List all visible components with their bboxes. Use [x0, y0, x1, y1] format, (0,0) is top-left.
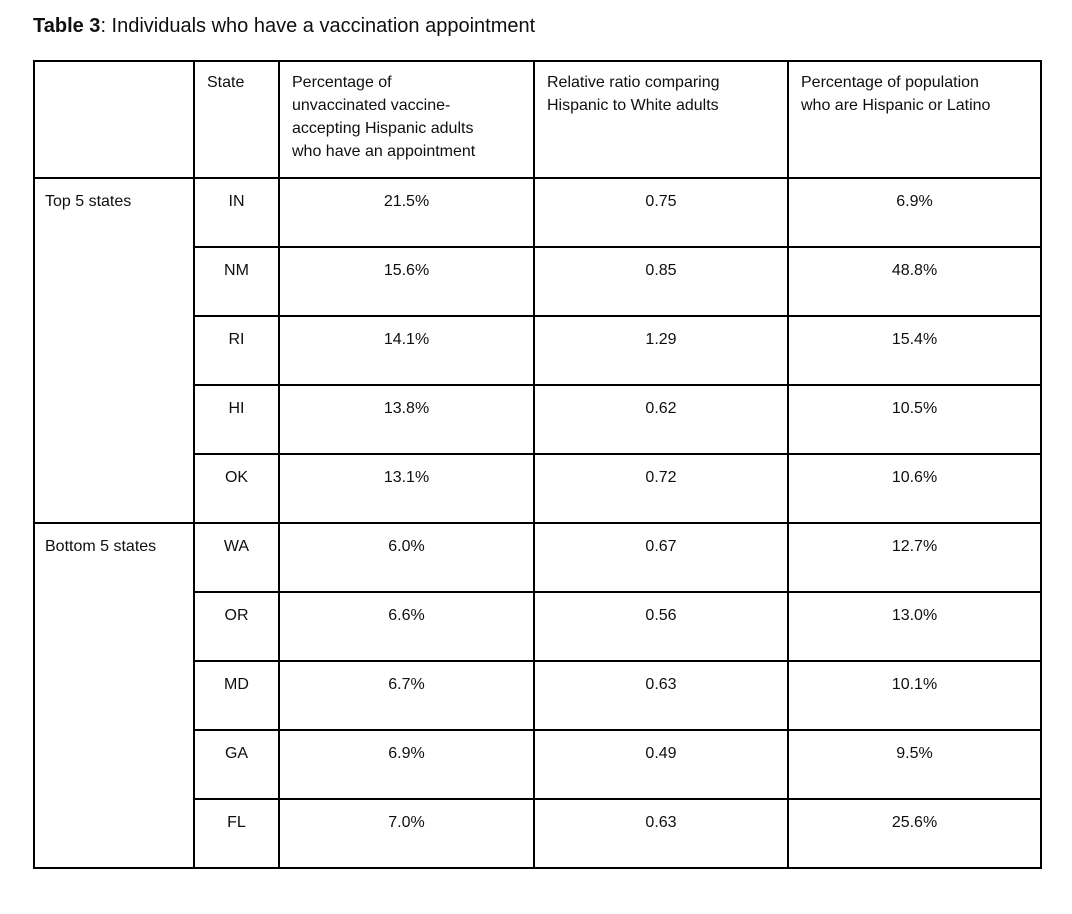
- cell-pct-appointment: 15.6%: [278, 246, 535, 317]
- cell-pct-appointment: 6.6%: [278, 591, 535, 662]
- cell-state: OR: [193, 591, 280, 662]
- table-row: GA 6.9% 0.49 9.5%: [34, 729, 1042, 800]
- row-group-label-top5: Top 5 states: [33, 177, 195, 524]
- table-row: Bottom 5 states WA 6.0% 0.67 12.7%: [33, 522, 1042, 869]
- table-caption: Table 3: Individuals who have a vaccinat…: [33, 14, 1072, 38]
- cell-relative-ratio: 0.72: [533, 453, 789, 524]
- cell-relative-ratio: 0.56: [533, 591, 789, 662]
- column-header-relative-ratio: Relative ratio comparing Hispanic to Whi…: [533, 60, 789, 179]
- cell-relative-ratio: 0.62: [533, 384, 789, 455]
- cell-pct-hispanic: 25.6%: [787, 798, 1042, 869]
- table-row: FL 7.0% 0.63 25.6%: [34, 798, 1042, 869]
- table-row: OR 6.6% 0.56 13.0%: [34, 591, 1042, 662]
- cell-relative-ratio: 0.63: [533, 798, 789, 869]
- cell-state: MD: [193, 660, 280, 731]
- cell-pct-hispanic: 48.8%: [787, 246, 1042, 317]
- cell-relative-ratio: 0.75: [533, 177, 789, 248]
- cell-relative-ratio: 1.29: [533, 315, 789, 386]
- cell-state: FL: [193, 798, 280, 869]
- column-header-pct-hispanic: Percentage of population who are Hispani…: [787, 60, 1042, 179]
- cell-state: GA: [193, 729, 280, 800]
- cell-pct-hispanic: 12.7%: [787, 522, 1042, 593]
- cell-relative-ratio: 0.85: [533, 246, 789, 317]
- column-header-pct-appointment: Percentage of unvaccinated vaccine- acce…: [278, 60, 535, 179]
- table-row: Top 5 states IN 21.5% 0.75 6.9%: [33, 177, 1042, 524]
- cell-state: RI: [193, 315, 280, 386]
- cell-relative-ratio: 0.63: [533, 660, 789, 731]
- cell-state: OK: [193, 453, 280, 524]
- table-row: MD 6.7% 0.63 10.1%: [34, 660, 1042, 731]
- table-row: RI 14.1% 1.29 15.4%: [34, 315, 1042, 386]
- table-caption-text: : Individuals who have a vaccination app…: [100, 15, 536, 37]
- cell-state: WA: [193, 522, 280, 593]
- cell-pct-hispanic: 6.9%: [787, 177, 1042, 248]
- table-caption-label: Table 3: [33, 15, 101, 37]
- row-group-label-bottom5: Bottom 5 states: [33, 522, 195, 869]
- cell-pct-hispanic: 13.0%: [787, 591, 1042, 662]
- cell-relative-ratio: 0.67: [533, 522, 789, 593]
- cell-pct-appointment: 21.5%: [278, 177, 535, 248]
- cell-relative-ratio: 0.49: [533, 729, 789, 800]
- table-row: OK 13.1% 0.72 10.6%: [34, 453, 1042, 524]
- column-header-state: State: [193, 60, 280, 179]
- cell-pct-hispanic: 10.1%: [787, 660, 1042, 731]
- vaccination-appointment-table: State Percentage of unvaccinated vaccine…: [33, 60, 1042, 869]
- cell-pct-hispanic: 9.5%: [787, 729, 1042, 800]
- cell-pct-hispanic: 10.6%: [787, 453, 1042, 524]
- cell-state: NM: [193, 246, 280, 317]
- cell-pct-appointment: 6.7%: [278, 660, 535, 731]
- cell-state: IN: [193, 177, 280, 248]
- cell-pct-appointment: 6.9%: [278, 729, 535, 800]
- table-row: NM 15.6% 0.85 48.8%: [34, 246, 1042, 317]
- table-row: HI 13.8% 0.62 10.5%: [34, 384, 1042, 455]
- cell-pct-appointment: 13.1%: [278, 453, 535, 524]
- cell-pct-appointment: 14.1%: [278, 315, 535, 386]
- cell-pct-appointment: 13.8%: [278, 384, 535, 455]
- cell-pct-appointment: 6.0%: [278, 522, 535, 593]
- cell-pct-hispanic: 10.5%: [787, 384, 1042, 455]
- column-header-corner: [33, 60, 195, 179]
- cell-state: HI: [193, 384, 280, 455]
- cell-pct-hispanic: 15.4%: [787, 315, 1042, 386]
- cell-pct-appointment: 7.0%: [278, 798, 535, 869]
- table-header-row: State Percentage of unvaccinated vaccine…: [33, 60, 1042, 179]
